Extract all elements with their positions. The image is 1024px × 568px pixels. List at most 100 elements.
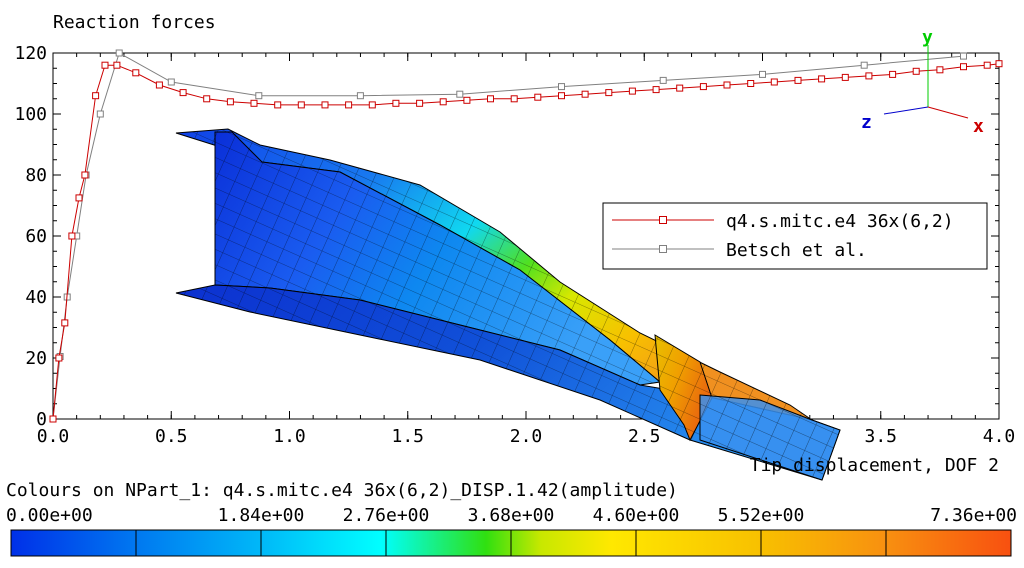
series-0-point [770, 78, 778, 86]
series-0-point [676, 84, 684, 92]
axis-triad: y z x [861, 27, 984, 137]
y-tick-label: 40 [25, 287, 47, 308]
data-series [49, 49, 1003, 423]
series-0-point [699, 83, 707, 91]
x-tick-label: 1.0 [273, 426, 306, 447]
series-0-point [818, 75, 826, 83]
x-tick-label: 0.5 [155, 426, 188, 447]
series-1-point [356, 92, 364, 100]
series-0-point [55, 354, 63, 362]
series-1-point [960, 52, 967, 60]
series-0-point [226, 98, 234, 106]
series-0-point [534, 93, 542, 101]
series-0-point [889, 70, 897, 78]
series-0-point [581, 90, 589, 98]
colour-scale-labels: 0.00e+00 1.84e+00 2.76e+00 3.68e+00 4.60e+00… [6, 505, 1017, 526]
series-1-point [96, 110, 104, 118]
series-0-point [628, 87, 636, 95]
series-0-point [68, 232, 76, 240]
series-0-point [49, 415, 57, 423]
legend-label-series-0: q4.s.mitc.e4 36x(6,2) [726, 211, 954, 232]
chart-title: Reaction forces [53, 12, 216, 33]
series-1-point [558, 83, 565, 91]
series-1-point [860, 61, 868, 69]
x-tick-label: 2.5 [628, 426, 661, 447]
colour-scale-label: 2.76e+00 [343, 505, 430, 526]
colour-scale-label: 5.52e+00 [718, 505, 805, 526]
triad-label-y: y [922, 27, 933, 48]
legend-marker-series-1 [659, 245, 667, 253]
y-tick-label: 20 [25, 348, 47, 369]
series-0-point [61, 319, 69, 327]
series-0-point [345, 101, 353, 109]
y-tick-label: 0 [36, 409, 47, 430]
series-1-point [456, 90, 464, 98]
series-0-point [794, 76, 802, 84]
chart-legend: q4.s.mitc.e4 36x(6,2) Betsch et al. [602, 202, 988, 270]
triad-label-z: z [861, 112, 872, 133]
x-tick-label: 2.0 [510, 426, 543, 447]
series-0-point [392, 99, 400, 107]
x-tick-label: 0.0 [37, 426, 70, 447]
series-0-point [439, 98, 447, 106]
y-tick-label: 80 [25, 165, 47, 186]
legend-box [602, 202, 988, 270]
series-0-point [723, 81, 731, 89]
series-1-point [659, 76, 667, 84]
series-0-point [132, 69, 140, 77]
series-0-point [250, 99, 258, 107]
series-0-point [995, 60, 1003, 68]
series-0-point [983, 61, 991, 69]
series-1-point [255, 92, 263, 100]
y-tick-label: 120 [14, 43, 47, 64]
series-0-point [155, 81, 163, 89]
deformed-shell-model [175, 128, 841, 481]
series-0-point [747, 80, 755, 87]
x-tick-label: 4.0 [983, 426, 1016, 447]
series-0-point [960, 63, 967, 71]
series-0-point [865, 72, 873, 80]
series-0-point [75, 194, 83, 202]
series-0-point [179, 89, 187, 97]
series-0-point [321, 101, 329, 109]
series-0-point [101, 61, 109, 69]
colour-scale-label: 7.36e+00 [930, 505, 1017, 526]
series-0-point [368, 101, 376, 109]
series-line-1 [52, 52, 964, 420]
series-0-point [487, 95, 494, 103]
series-0-point [203, 95, 211, 103]
series-0-point [936, 66, 944, 74]
series-1-point [167, 78, 175, 86]
series-0-point [652, 86, 660, 94]
series-0-point [912, 67, 920, 75]
series-1-point [759, 70, 766, 78]
y-tick-label: 100 [14, 104, 47, 125]
series-1-point [115, 49, 123, 57]
colour-scale-bar [10, 529, 1012, 557]
series-0-point [510, 95, 518, 103]
series-0-point [463, 96, 471, 104]
series-0-point [81, 171, 89, 179]
series-0-point [416, 99, 424, 107]
series-0-point [841, 73, 849, 81]
colour-scale-label: 0.00e+00 [6, 505, 93, 526]
series-0-point [605, 89, 613, 97]
axis-ticks [52, 52, 1000, 420]
colour-scale-label: 4.60e+00 [593, 505, 680, 526]
x-tick-label: 1.5 [391, 426, 424, 447]
series-0-point [297, 101, 305, 109]
x-axis-label: Tip displacement, DOF 2 [750, 455, 999, 476]
y-tick-label: 60 [25, 226, 47, 247]
legend-marker-series-0 [659, 216, 667, 224]
legend-label-series-1: Betsch et al. [726, 240, 867, 261]
colour-caption: Colours on NPart_1: q4.s.mitc.e4 36x(6,2… [6, 480, 678, 501]
series-0-point [274, 101, 282, 109]
series-0-point [113, 61, 121, 69]
colour-scale-label: 1.84e+00 [218, 505, 305, 526]
triad-label-x: x [973, 116, 984, 137]
series-0-point [92, 92, 100, 100]
colour-scale-label: 3.68e+00 [468, 505, 555, 526]
x-tick-label: 3.5 [864, 426, 897, 447]
series-0-point [558, 92, 565, 100]
